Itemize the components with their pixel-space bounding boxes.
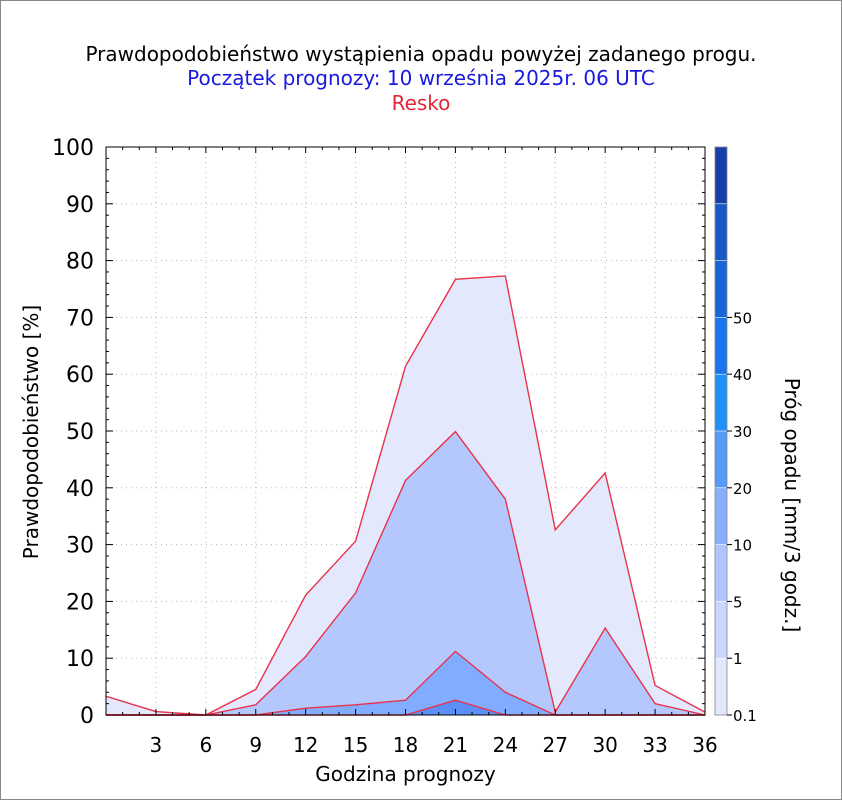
y-tick-label: 60 [66, 363, 94, 388]
x-tick-label: 6 [199, 733, 212, 757]
x-tick-label: 12 [293, 733, 318, 757]
probability-areas [105, 275, 706, 716]
y-tick-label: 40 [66, 477, 94, 502]
y-tick-label: 50 [66, 420, 94, 445]
x-tick-label: 15 [343, 733, 368, 757]
y-axis-label: Prawdopodobieństwo [%] [19, 305, 43, 559]
colorbar-segment [715, 601, 727, 659]
colorbar-segment [715, 147, 727, 204]
colorbar-segment [715, 374, 727, 431]
x-tick-label: 27 [543, 733, 568, 757]
x-tick-label: 3 [150, 733, 163, 757]
colorbar-tick-label: 40 [733, 366, 752, 384]
colorbar-tick-label: 5 [733, 593, 743, 611]
chart-title: Prawdopodobieństwo wystąpienia opadu pow… [85, 42, 757, 66]
colorbar-label: Próg opadu [mm/3 godz.] [780, 378, 804, 633]
plot-border [105, 146, 706, 716]
colorbar-segment [715, 487, 727, 545]
tick-labels: 3 6 9 12 15 18 21 24 27 30 33 360102030405060708090… [52, 136, 718, 757]
y-tick-label: 90 [66, 193, 94, 218]
y-tick-label: 20 [66, 590, 94, 615]
y-tick-label: 30 [66, 534, 94, 559]
x-tick-label: 9 [249, 733, 262, 757]
colorbar-segment [715, 317, 727, 375]
y-tick-label: 0 [80, 704, 94, 729]
x-tick-label: 36 [692, 733, 717, 757]
colorbar-tick-label: 50 [733, 309, 752, 327]
colorbar-tick-label: 20 [733, 480, 752, 498]
area-threshold-1 [106, 431, 705, 715]
y-tick-label: 100 [52, 136, 94, 161]
chart-subtitle: Początek prognozy: 10 września 2025r. 06… [187, 66, 655, 90]
colorbar-segment [715, 260, 727, 318]
colorbar: 0.1 1 5 10 20 30 40 50 [714, 146, 757, 725]
x-tick-label: 30 [592, 733, 617, 757]
y-tick-label: 10 [66, 647, 94, 672]
x-tick-label: 24 [493, 733, 518, 757]
colorbar-tick-label: 0.1 [733, 707, 757, 725]
x-tick-label: 21 [443, 733, 468, 757]
colorbar-segment [715, 658, 727, 715]
y-tick-label: 80 [66, 250, 94, 275]
location-label: Resko [391, 91, 451, 115]
area-threshold-5 [106, 651, 705, 715]
colorbar-segment [715, 431, 727, 488]
x-axis-label: Godzina prognozy [315, 762, 496, 786]
colorbar-tick-label: 10 [733, 537, 752, 555]
y-tick-label: 70 [66, 306, 94, 331]
colorbar-tick-label: 1 [733, 650, 743, 668]
x-tick-label: 33 [642, 733, 667, 757]
colorbar-segment [715, 544, 727, 602]
x-tick-label: 18 [393, 733, 418, 757]
colorbar-segment [715, 203, 727, 261]
colorbar-tick-label: 30 [733, 423, 752, 441]
